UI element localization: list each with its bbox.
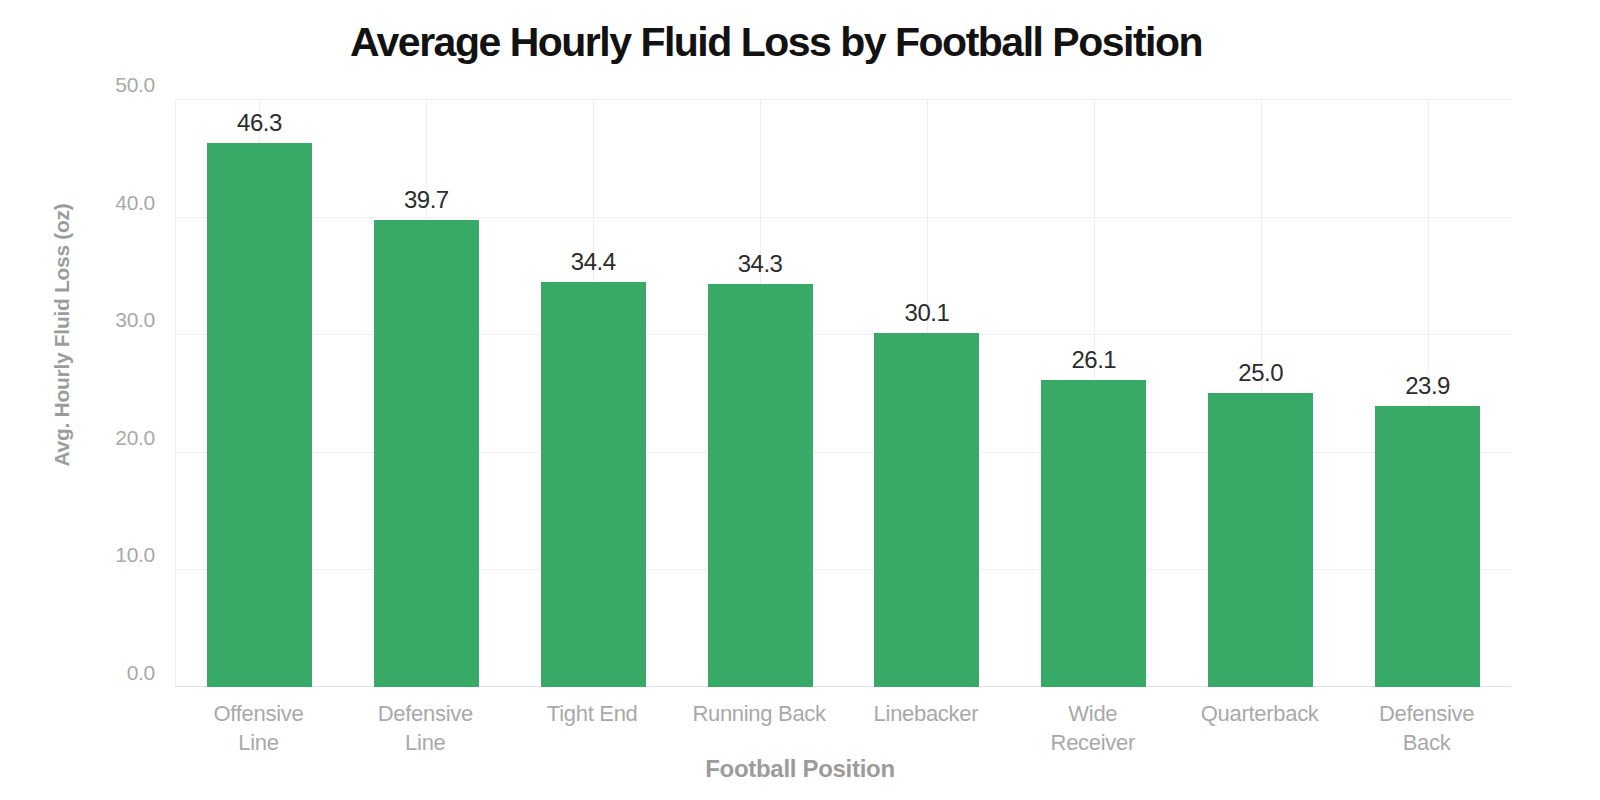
x-tick-label-line: Back <box>1333 728 1520 757</box>
bar-defensive-line <box>374 220 479 687</box>
y-tick-label: 50.0 <box>0 74 155 95</box>
x-tick-label: Tight End <box>499 699 686 728</box>
bar-value-label: 30.1 <box>867 299 987 327</box>
x-tick-label-line: Defensive <box>1333 699 1520 728</box>
y-tick-label: 30.0 <box>0 309 155 330</box>
x-tick-label: Running Back <box>666 699 853 728</box>
bar-offensive-line <box>207 143 312 687</box>
bar-value-label: 26.1 <box>1034 346 1154 374</box>
bar-value-label: 23.9 <box>1368 372 1488 400</box>
y-tick-label: 10.0 <box>0 544 155 565</box>
bar-linebacker <box>874 333 979 687</box>
x-axis-title: Football Position <box>0 755 1600 783</box>
bar-tight-end <box>541 282 646 687</box>
x-tick-label-line: Quarterback <box>1166 699 1353 728</box>
x-tick-label-line: Tight End <box>499 699 686 728</box>
bar-chart-container: Average Hourly Fluid Loss by Football Po… <box>0 0 1600 800</box>
gridline-horizontal <box>176 99 1511 100</box>
x-tick-label-line: Receiver <box>999 728 1186 757</box>
gridline-horizontal <box>176 217 1511 218</box>
bar-value-label: 39.7 <box>366 186 486 214</box>
x-tick-label-line: Offensive <box>165 699 352 728</box>
bar-wide-receiver <box>1041 380 1146 687</box>
x-tick-label: WideReceiver <box>999 699 1186 757</box>
x-tick-label-line: Linebacker <box>833 699 1020 728</box>
x-tick-label: DefensiveLine <box>332 699 519 757</box>
chart-title: Average Hourly Fluid Loss by Football Po… <box>0 18 1552 66</box>
x-tick-label-line: Running Back <box>666 699 853 728</box>
x-tick-label-line: Line <box>332 728 519 757</box>
x-tick-label: Quarterback <box>1166 699 1353 728</box>
x-tick-label: OffensiveLine <box>165 699 352 757</box>
x-tick-label: Linebacker <box>833 699 1020 728</box>
x-tick-label-line: Defensive <box>332 699 519 728</box>
plot-area: 46.3 39.7 34.4 34.3 30.1 26.1 25.0 23.9 <box>175 99 1511 687</box>
x-tick-label-line: Line <box>165 728 352 757</box>
y-tick-label: 40.0 <box>0 192 155 213</box>
bar-value-label: 46.3 <box>199 109 319 137</box>
bar-defensive-back <box>1375 406 1480 687</box>
x-axis-tick-labels: OffensiveLineDefensiveLineTight EndRunni… <box>175 699 1510 761</box>
y-tick-label: 0.0 <box>0 662 155 683</box>
y-tick-label: 20.0 <box>0 427 155 448</box>
x-tick-label: DefensiveBack <box>1333 699 1520 757</box>
bar-value-label: 34.4 <box>533 248 653 276</box>
bar-value-label: 25.0 <box>1201 359 1321 387</box>
bar-running-back <box>708 284 813 687</box>
x-tick-label-line: Wide <box>999 699 1186 728</box>
bar-value-label: 34.3 <box>700 250 820 278</box>
bar-quarterback <box>1208 393 1313 687</box>
